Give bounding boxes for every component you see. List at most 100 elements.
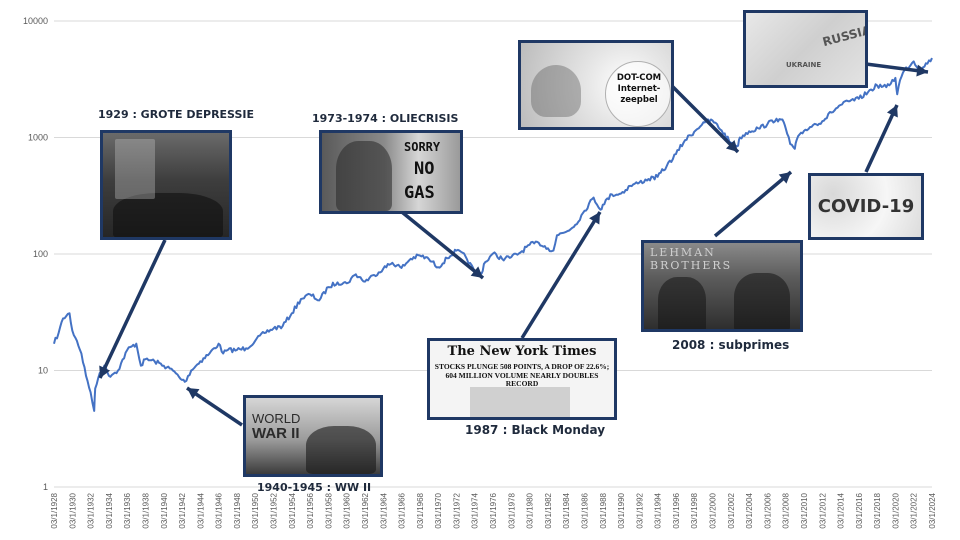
arrow-oil-crisis <box>390 202 485 280</box>
y-tick-label: 100 <box>33 249 48 259</box>
sign-gas: GAS <box>404 183 435 203</box>
arrow-depression <box>98 239 167 379</box>
y-tick-label: 1 <box>43 482 48 492</box>
dotcom-line-2: Internet- <box>617 84 661 95</box>
dotcom-text: DOT-COM Internet- zeepbel <box>607 73 671 106</box>
x-tick-label: 03/1/1938 <box>141 492 150 528</box>
trader-figure-2 <box>734 273 790 329</box>
x-tick-label: 03/1/2018 <box>873 492 882 528</box>
x-tick-label: 03/1/2000 <box>709 492 718 528</box>
nyt-headline-line-2: 604 MILLION VOLUME NEARLY DOUBLES RECORD <box>445 370 599 389</box>
photo-ukraine: RUSSIA UKRAINE <box>743 10 868 88</box>
y-tick-label: 1000 <box>28 133 48 143</box>
x-tick-label: 03/1/1954 <box>288 492 297 528</box>
dotcom-bubble <box>605 61 671 127</box>
x-tick-label: 03/1/2004 <box>745 492 754 528</box>
x-tick-label: 03/1/1928 <box>50 492 59 528</box>
x-tick-label: 03/1/1986 <box>580 492 589 528</box>
x-tick-label: 03/1/1962 <box>361 492 370 528</box>
arrow-black-monday-head <box>589 212 600 225</box>
x-tick-label: 03/1/2012 <box>818 492 827 528</box>
nyt-headline: STOCKS PLUNGE 508 POINTS, A DROP OF 22.6… <box>434 362 610 389</box>
x-tick-label: 03/1/1982 <box>544 492 553 528</box>
x-tick-label: 03/1/1974 <box>471 492 480 528</box>
x-tick-label: 03/1/1964 <box>379 492 388 528</box>
x-tick-label: 03/1/1930 <box>68 492 77 528</box>
y-tick-label: 10000 <box>23 16 48 26</box>
map-ukraine: UKRAINE <box>786 61 822 69</box>
x-tick-label: 03/1/2022 <box>910 492 919 528</box>
crowd-figure <box>113 193 223 237</box>
annotation-arrowheads <box>99 64 928 400</box>
label-depression: 1929 : GROTE DEPRESSIE <box>98 108 255 121</box>
x-tick-label: 03/1/1990 <box>617 492 626 528</box>
arrow-covid-head <box>886 105 898 118</box>
covid-text: COVID-19 <box>817 196 915 217</box>
photo-black-monday: The New York Times STOCKS PLUNGE 508 POI… <box>427 338 617 420</box>
x-tick-label: 03/1/1960 <box>343 492 352 528</box>
x-tick-label: 03/1/1946 <box>215 492 224 528</box>
x-tick-label: 03/1/1944 <box>196 492 205 528</box>
x-tick-label: 03/1/1940 <box>160 492 169 528</box>
arrow-ww2-head <box>187 388 200 400</box>
x-tick-label: 03/1/2014 <box>837 492 846 528</box>
arrow-subprimes-head <box>778 172 791 184</box>
sign-no: NO <box>414 159 435 179</box>
x-tick-label: 03/1/1936 <box>123 492 132 528</box>
photo-subprimes: LEHMAN BROTHERS <box>641 240 803 332</box>
arrow-depression-head <box>99 365 111 378</box>
annotation-arrows <box>98 62 929 427</box>
label-black-monday: 1987 : Black Monday <box>465 423 606 437</box>
ww2-title: WORLD WAR II <box>252 412 300 441</box>
trader-figure-1 <box>658 277 706 329</box>
arrow-dotcom <box>670 84 740 154</box>
photo-ww2: WORLD WAR II <box>243 395 383 477</box>
label-ww2: 1940-1945 : WW II <box>257 481 372 494</box>
ww2-line-1: WORLD <box>252 411 301 426</box>
arrow-subprimes <box>713 170 793 238</box>
x-axis-ticks: 03/1/1928 03/1/1930 03/1/1932 03/1/1934 03/1… <box>50 492 937 528</box>
x-tick-label: 03/1/1932 <box>87 492 96 528</box>
x-tick-label: 03/1/1976 <box>489 492 498 528</box>
nyt-graph <box>470 387 570 417</box>
x-tick-label: 03/1/1996 <box>672 492 681 528</box>
x-tick-label: 03/1/1978 <box>507 492 516 528</box>
dotcom-line-3: zeepbel <box>620 95 658 106</box>
x-tick-label: 03/1/1956 <box>306 492 315 528</box>
nyt-headline-line-1: STOCKS PLUNGE 508 POINTS, A DROP OF 22.6… <box>434 362 610 371</box>
x-tick-label: 03/1/1998 <box>690 492 699 528</box>
arrow-ukraine-head <box>916 64 928 77</box>
arrow-oil-crisis-head <box>470 266 483 278</box>
dotcom-line-1: DOT-COM <box>616 73 662 83</box>
photo-depression <box>100 130 232 240</box>
x-tick-label: 03/1/2002 <box>727 492 736 528</box>
lehman-sign: LEHMAN BROTHERS <box>650 246 733 272</box>
x-tick-label: 03/1/1934 <box>105 492 114 528</box>
arrow-black-monday <box>520 211 602 339</box>
photo-covid: COVID-19 <box>808 173 924 240</box>
x-tick-label: 03/1/1950 <box>251 492 260 528</box>
man-figure <box>336 141 392 211</box>
nyt-masthead: The New York Times <box>447 344 597 359</box>
x-tick-label: 03/1/1948 <box>233 492 242 528</box>
ww2-line-2: WAR II <box>252 424 300 442</box>
x-tick-label: 03/1/1968 <box>416 492 425 528</box>
x-tick-label: 03/1/1984 <box>562 492 571 528</box>
x-tick-label: 03/1/2016 <box>855 492 864 528</box>
soldiers-figure <box>306 426 376 474</box>
x-tick-label: 03/1/1994 <box>654 492 663 528</box>
hand-figure <box>531 65 581 117</box>
label-subprimes: 2008 : subprimes <box>672 338 790 352</box>
index-series-line <box>53 57 933 412</box>
x-tick-label: 03/1/2010 <box>800 492 809 528</box>
sign-sorry: SORRY <box>404 140 441 154</box>
building-figure <box>115 139 155 199</box>
x-tick-label: 03/1/1992 <box>635 492 644 528</box>
x-tick-label: 03/1/1972 <box>452 492 461 528</box>
x-tick-label: 03/1/1966 <box>398 492 407 528</box>
x-tick-label: 03/1/2006 <box>763 492 772 528</box>
photo-oil-crisis: SORRY NO GAS <box>319 130 463 214</box>
arrow-ww2 <box>186 386 243 427</box>
x-tick-label: 03/1/1942 <box>178 492 187 528</box>
